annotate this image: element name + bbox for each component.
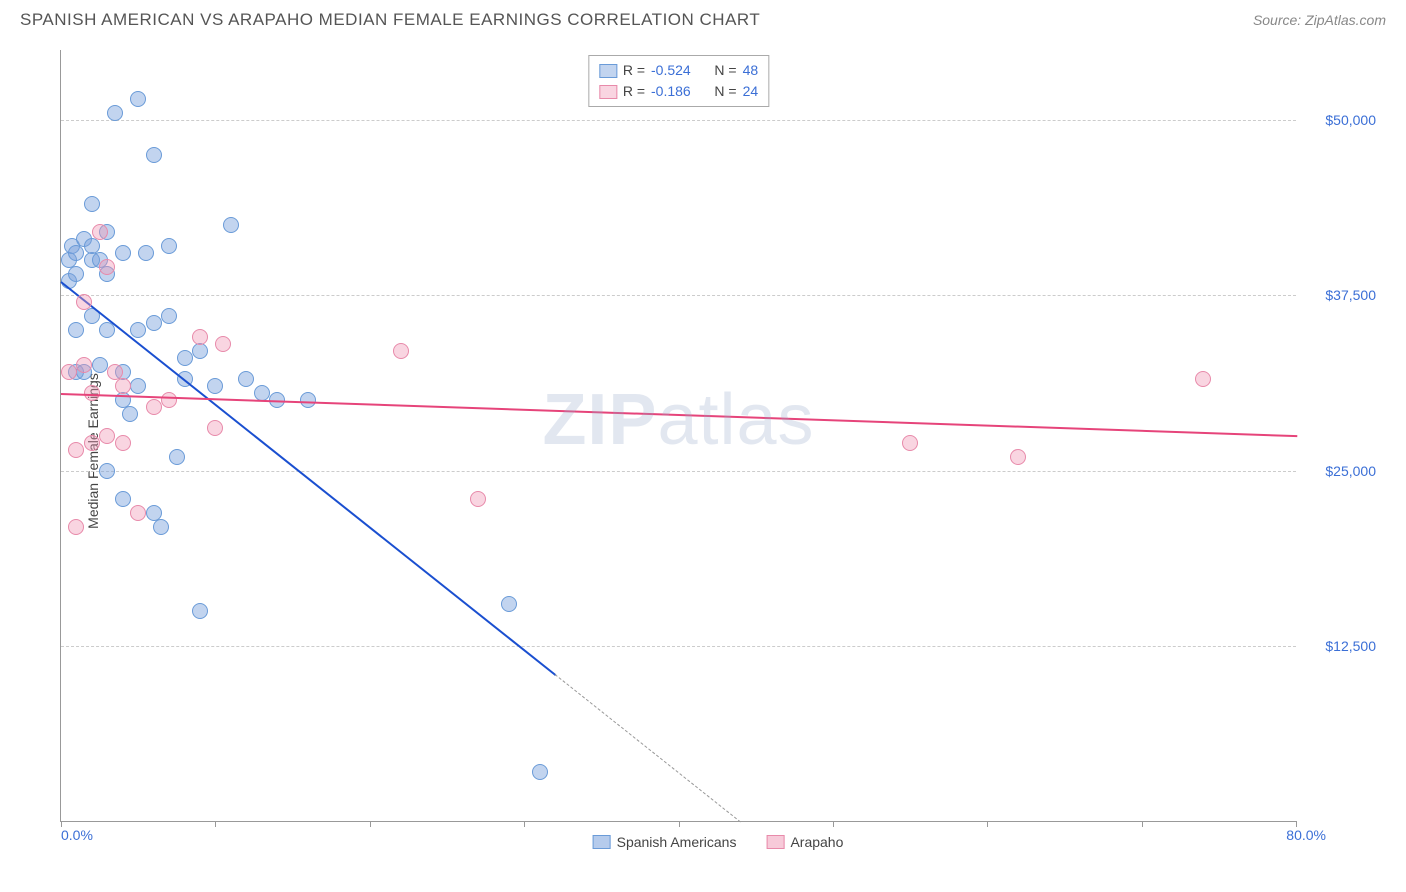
chart-area: Median Female Earnings ZIPatlas R = -0.5… — [50, 50, 1386, 852]
scatter-point — [68, 266, 84, 282]
y-tick-label: $37,500 — [1325, 287, 1376, 303]
scatter-point — [161, 392, 177, 408]
chart-header: SPANISH AMERICAN VS ARAPAHO MEDIAN FEMAL… — [0, 0, 1406, 38]
scatter-point — [68, 442, 84, 458]
scatter-point — [130, 322, 146, 338]
scatter-point — [238, 371, 254, 387]
stat-n-value: 24 — [743, 81, 759, 102]
scatter-point — [470, 491, 486, 507]
x-tick-label-max: 80.0% — [1286, 827, 1326, 843]
plot-region: ZIPatlas R = -0.524 N = 48R = -0.186 N =… — [60, 50, 1296, 822]
y-tick-label: $50,000 — [1325, 112, 1376, 128]
x-tick — [1142, 821, 1143, 827]
scatter-point — [215, 336, 231, 352]
scatter-point — [68, 245, 84, 261]
scatter-point — [130, 378, 146, 394]
scatter-point — [192, 343, 208, 359]
scatter-point — [122, 406, 138, 422]
x-tick — [370, 821, 371, 827]
stat-r-value: -0.524 — [651, 60, 691, 81]
scatter-point — [68, 519, 84, 535]
legend-stat-row: R = -0.186 N = 24 — [599, 81, 758, 102]
legend-swatch — [599, 64, 617, 78]
scatter-point — [207, 378, 223, 394]
scatter-point — [115, 435, 131, 451]
scatter-point — [92, 357, 108, 373]
stat-r-label: R = — [623, 60, 645, 81]
scatter-point — [68, 322, 84, 338]
scatter-point — [99, 463, 115, 479]
y-tick-label: $25,000 — [1325, 463, 1376, 479]
legend-swatch — [766, 835, 784, 849]
scatter-point — [146, 315, 162, 331]
x-tick — [987, 821, 988, 827]
chart-title: SPANISH AMERICAN VS ARAPAHO MEDIAN FEMAL… — [20, 10, 760, 30]
y-tick-label: $12,500 — [1325, 638, 1376, 654]
legend-series-label: Spanish Americans — [617, 834, 737, 850]
legend-series-item: Spanish Americans — [593, 834, 737, 850]
scatter-point — [115, 245, 131, 261]
trendline — [60, 282, 556, 677]
watermark: ZIPatlas — [542, 379, 814, 461]
legend-swatch — [599, 85, 617, 99]
x-tick — [679, 821, 680, 827]
scatter-point — [146, 147, 162, 163]
legend-series-label: Arapaho — [790, 834, 843, 850]
scatter-point — [146, 399, 162, 415]
scatter-point — [1010, 449, 1026, 465]
scatter-point — [532, 764, 548, 780]
gridline-h — [61, 646, 1296, 647]
correlation-legend: R = -0.524 N = 48R = -0.186 N = 24 — [588, 55, 769, 107]
chart-source: Source: ZipAtlas.com — [1253, 12, 1386, 28]
stat-n-value: 48 — [743, 60, 759, 81]
scatter-point — [1195, 371, 1211, 387]
scatter-point — [501, 596, 517, 612]
scatter-point — [99, 428, 115, 444]
scatter-point — [161, 308, 177, 324]
stat-r-label: R = — [623, 81, 645, 102]
scatter-point — [107, 105, 123, 121]
scatter-point — [130, 91, 146, 107]
x-tick — [524, 821, 525, 827]
scatter-point — [138, 245, 154, 261]
scatter-point — [76, 294, 92, 310]
legend-stat-row: R = -0.524 N = 48 — [599, 60, 758, 81]
scatter-point — [161, 238, 177, 254]
scatter-point — [393, 343, 409, 359]
scatter-point — [115, 491, 131, 507]
scatter-point — [130, 505, 146, 521]
stat-n-label: N = — [714, 60, 736, 81]
series-legend: Spanish Americans Arapaho — [587, 834, 850, 850]
gridline-h — [61, 120, 1296, 121]
scatter-point — [99, 259, 115, 275]
legend-series-item: Arapaho — [766, 834, 843, 850]
scatter-point — [84, 435, 100, 451]
scatter-point — [61, 364, 77, 380]
x-tick — [833, 821, 834, 827]
gridline-h — [61, 295, 1296, 296]
scatter-point — [177, 350, 193, 366]
scatter-point — [153, 519, 169, 535]
scatter-point — [84, 196, 100, 212]
scatter-point — [192, 329, 208, 345]
stat-n-label: N = — [714, 81, 736, 102]
scatter-point — [223, 217, 239, 233]
scatter-point — [192, 603, 208, 619]
scatter-point — [115, 378, 131, 394]
trendline — [555, 674, 741, 822]
gridline-h — [61, 471, 1296, 472]
scatter-point — [169, 449, 185, 465]
x-tick-label-min: 0.0% — [61, 827, 93, 843]
legend-swatch — [593, 835, 611, 849]
scatter-point — [92, 224, 108, 240]
scatter-point — [207, 420, 223, 436]
scatter-point — [902, 435, 918, 451]
scatter-point — [76, 357, 92, 373]
stat-r-value: -0.186 — [651, 81, 691, 102]
x-tick — [215, 821, 216, 827]
